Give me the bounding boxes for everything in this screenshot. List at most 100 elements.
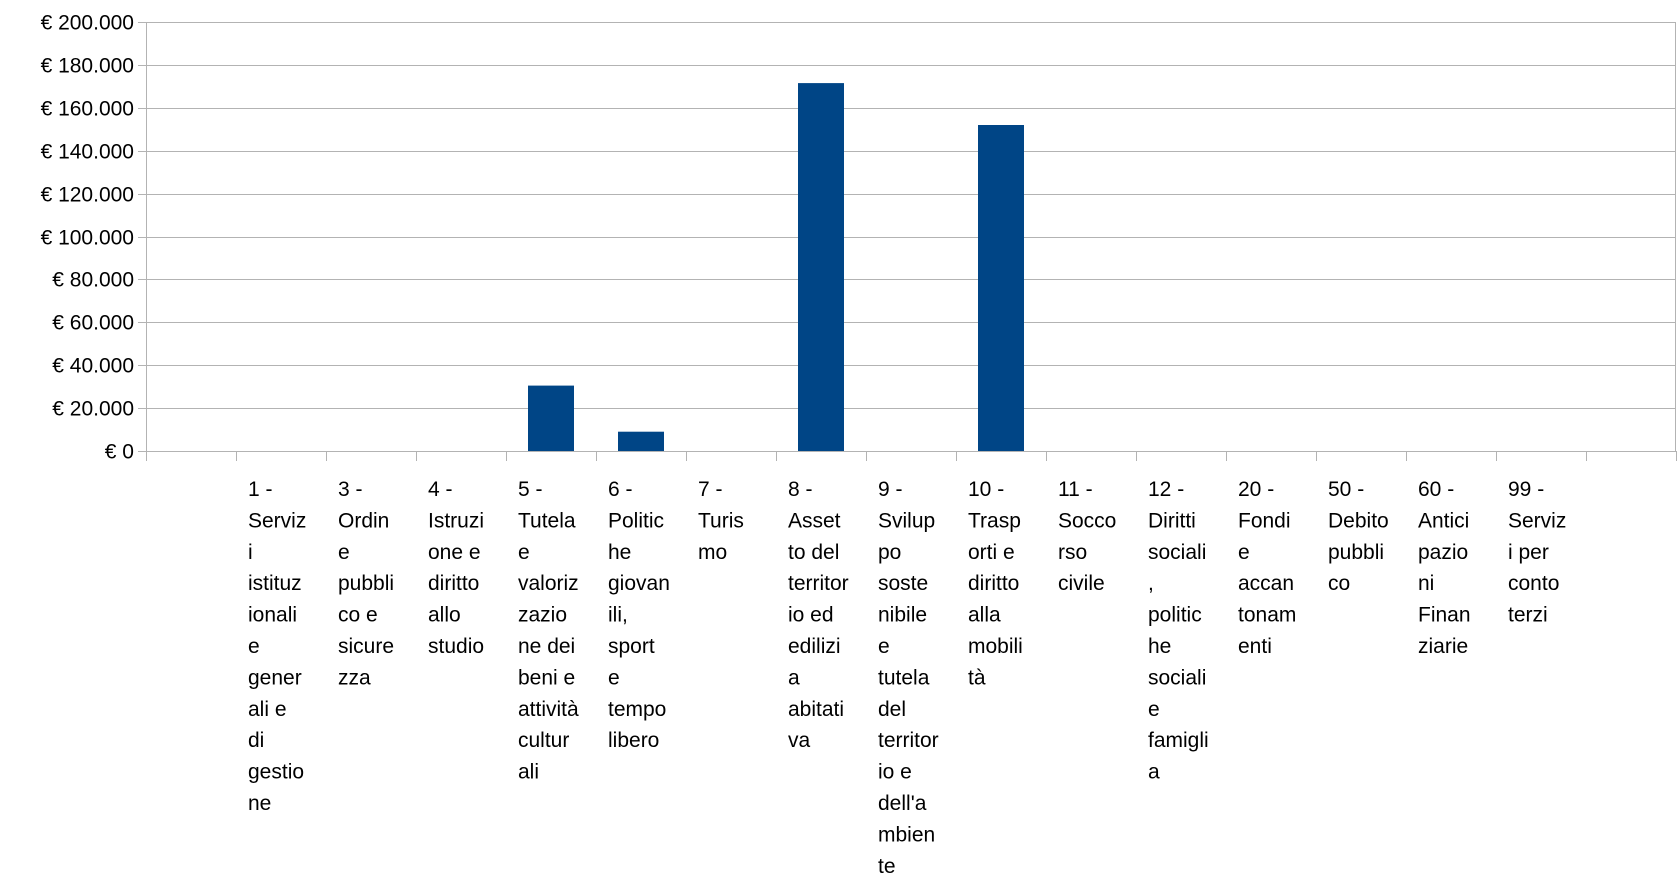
x-tick-label-line: 10 - [968, 478, 1004, 501]
x-tick-label-line: e [608, 666, 620, 689]
x-tick-label-line: a [788, 666, 800, 689]
x-tick-label-line: ili, [608, 604, 628, 627]
y-tick-label: € 200.000 [41, 12, 134, 35]
x-tick-label: 9 - Svilup po soste nibile e tutela del territor… [878, 478, 939, 878]
x-tick-label: 8 - Asset to del territor io ed edilizi a abita… [788, 478, 849, 752]
bar [618, 431, 664, 451]
x-tick-label-line: i [248, 541, 253, 564]
x-tick-label-line: sicure [338, 635, 394, 658]
x-tick-label-line: 11 - [1058, 478, 1093, 501]
x-tick-label-line: 99 - [1508, 478, 1544, 501]
x-tick-label: 11 - Socco rso civile [1058, 478, 1116, 595]
x-tick-label-line: va [788, 729, 811, 752]
gridlines [146, 22, 1676, 452]
x-tick-label-line: e [878, 635, 890, 658]
x-tick-label-line: studio [428, 635, 484, 658]
x-tick-label-line: ni [1418, 572, 1434, 595]
x-tick-label-line: pubbli [338, 572, 394, 595]
x-tick-label-line: i per [1508, 541, 1549, 564]
x-tick-label: 10 - Trasp orti e diritto alla mobili tà [968, 478, 1023, 689]
x-tick-label-line: mobili [968, 635, 1023, 658]
x-tick-label-line: cultur [518, 729, 569, 752]
x-tick-label-line: he [1148, 635, 1171, 658]
x-tick-label-line: diritto [968, 572, 1019, 595]
y-tick-label: € 140.000 [41, 141, 134, 164]
x-tick-label-line: 5 - [518, 478, 543, 501]
x-tick-label-line: e [248, 635, 260, 658]
x-tick-label-line: famigli [1148, 729, 1209, 752]
x-tick-label-line: tà [968, 666, 986, 689]
x-tick-labels: 1 - Serviz i istituz ionali e gener ali e di gest… [248, 478, 1566, 878]
x-tick-label-line: co [1328, 572, 1350, 595]
x-tick-label-line: giovan [608, 572, 670, 595]
x-tick-label-line: 20 - [1238, 478, 1274, 501]
bar [528, 385, 574, 451]
x-tick-label: 60 - Antici pazio ni Finan ziarie [1418, 478, 1471, 658]
x-tick-label-line: e [1238, 541, 1250, 564]
bar [978, 125, 1024, 451]
x-tick-label-line: 60 - [1418, 478, 1454, 501]
x-tick-label-line: 7 - [698, 478, 723, 501]
y-tick-label: € 80.000 [52, 269, 134, 292]
x-tick-label-line: Istruzi [428, 509, 484, 532]
x-tick-label-line: Turis [698, 509, 744, 532]
y-tick-label: € 160.000 [41, 98, 134, 121]
y-tick-label: € 100.000 [41, 227, 134, 250]
x-tick-label: 4 - Istruzi one e diritto allo studio [428, 478, 484, 658]
x-tick-label-line: orti e [968, 541, 1015, 564]
x-tick-label-line: tempo [608, 698, 666, 721]
x-tick-label: 12 - Diritti sociali, politic he sociali e fami… [1148, 478, 1209, 784]
x-tick-label-line: diritto [428, 572, 479, 595]
x-tick-label-line: 3 - [338, 478, 363, 501]
x-tick-label-line: nibile [878, 604, 927, 627]
x-tick-label-line: Diritti [1148, 509, 1196, 532]
x-tick-label-line: mo [698, 541, 727, 564]
x-tick-label-line: sociali [1148, 666, 1206, 689]
x-tick-label-line: ne [248, 792, 271, 815]
x-tick-label: 6 - Politic he giovan ili, sport e tempo libero [608, 478, 670, 752]
x-tick-label-line: abitati [788, 698, 844, 721]
x-tick-label-line: allo [428, 604, 461, 627]
x-tick-label-line: ali e [248, 698, 287, 721]
x-tick-label-line: Serviz [1508, 509, 1566, 532]
bars [528, 83, 1024, 451]
x-tick-label-line: Debito [1328, 509, 1389, 532]
x-tick-label-line: Ordin [338, 509, 389, 532]
x-tick-label-line: to del [788, 541, 839, 564]
bar [798, 83, 844, 451]
x-tick-label-line: e [338, 541, 350, 564]
x-tick-label-line: zazio [518, 604, 567, 627]
x-tick-label-line: soste [878, 572, 928, 595]
x-tick-label: 1 - Serviz i istituz ionali e gener ali e di gest… [248, 478, 306, 815]
x-tick-label-line: tonam [1238, 604, 1296, 627]
x-tick-label-line: pazio [1418, 541, 1468, 564]
x-tick-label-line: del [878, 698, 906, 721]
x-tick-label-line: zza [338, 666, 371, 689]
x-tick-label: 3 - Ordin e pubbli co e sicure zza [338, 478, 394, 689]
x-tick-label-line: one e [428, 541, 481, 564]
x-tick-label-line: he [608, 541, 631, 564]
x-tick-label-line: gener [248, 666, 302, 689]
x-tick-label-line: 4 - [428, 478, 453, 501]
x-tick-label-line: Socco [1058, 509, 1116, 532]
x-tick-label-line: mbien [878, 823, 935, 846]
x-tick-label-line: Fondi [1238, 509, 1291, 532]
x-tick-label-line: enti [1238, 635, 1272, 658]
x-tick-label-line: 6 - [608, 478, 633, 501]
x-tick-label-line: pubbli [1328, 541, 1384, 564]
x-tick-label-line: 8 - [788, 478, 813, 501]
x-tick-label-line: alla [968, 604, 1001, 627]
x-tick-label: 99 - Serviz i per conto terzi [1508, 478, 1566, 627]
x-tick-label-line: beni e [518, 666, 575, 689]
x-tick-label-line: Tutela [518, 509, 576, 532]
x-tick-label-line: ziarie [1418, 635, 1468, 658]
x-tick-label: 50 - Debito pubbli co [1328, 478, 1389, 595]
x-tick-label-line: ne dei [518, 635, 575, 658]
x-tick-label-line: po [878, 541, 901, 564]
x-tick-label-line: istituz [248, 572, 302, 595]
x-tick-label: 5 - Tutela e valoriz zazio ne dei beni e attivi… [518, 478, 579, 784]
x-tick-label-line: ionali [248, 604, 297, 627]
x-tick-label-line: e [1148, 698, 1160, 721]
